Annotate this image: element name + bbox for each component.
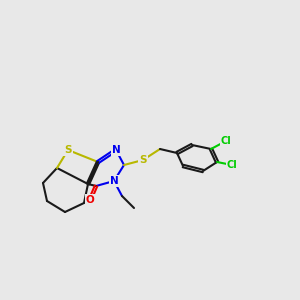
Text: S: S xyxy=(139,155,147,165)
Text: Cl: Cl xyxy=(226,160,237,170)
Text: N: N xyxy=(112,145,120,155)
Text: N: N xyxy=(110,176,118,186)
Text: S: S xyxy=(64,145,72,155)
Text: O: O xyxy=(85,195,94,205)
Text: Cl: Cl xyxy=(220,136,231,146)
